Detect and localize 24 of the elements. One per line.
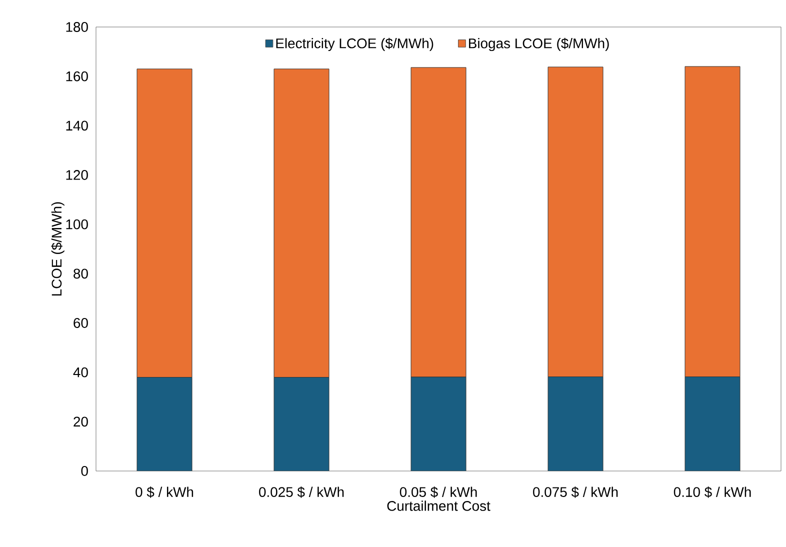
bar bbox=[136, 377, 192, 471]
bar bbox=[410, 376, 466, 471]
y-tick-label: 80 bbox=[74, 268, 88, 279]
y-tick-label: 140 bbox=[66, 120, 88, 131]
legend-label: Biogas LCOE ($/MWh) bbox=[469, 38, 609, 52]
x-tick-label: 0 $ / kWh bbox=[136, 486, 194, 498]
x-tick-label: 0.025 $ / kWh bbox=[259, 486, 344, 498]
x-axis-title: Curtailment Cost bbox=[387, 500, 490, 511]
y-tick-label: 100 bbox=[66, 219, 88, 230]
y-tick-label: 20 bbox=[74, 416, 88, 427]
x-tick-label: 0.075 $ / kWh bbox=[533, 486, 618, 498]
legend-label: Electricity LCOE ($/MWh) bbox=[276, 38, 434, 52]
bar bbox=[684, 376, 740, 471]
x-tick-label: 0.10 $ / kWh bbox=[674, 486, 751, 498]
y-tick-label: 0 bbox=[81, 466, 88, 476]
y-axis-title: LCOE ($/MWh) bbox=[51, 202, 64, 296]
bar bbox=[274, 377, 330, 471]
x-tick-label: 0.05 $ / kWh bbox=[400, 486, 477, 498]
y-tick-label: 180 bbox=[66, 22, 88, 32]
y-tick-label: 160 bbox=[66, 71, 88, 82]
y-tick-label: 40 bbox=[73, 367, 88, 378]
y-tick-label: 120 bbox=[66, 170, 88, 180]
bar bbox=[548, 376, 604, 471]
y-tick-label: 60 bbox=[74, 318, 88, 328]
